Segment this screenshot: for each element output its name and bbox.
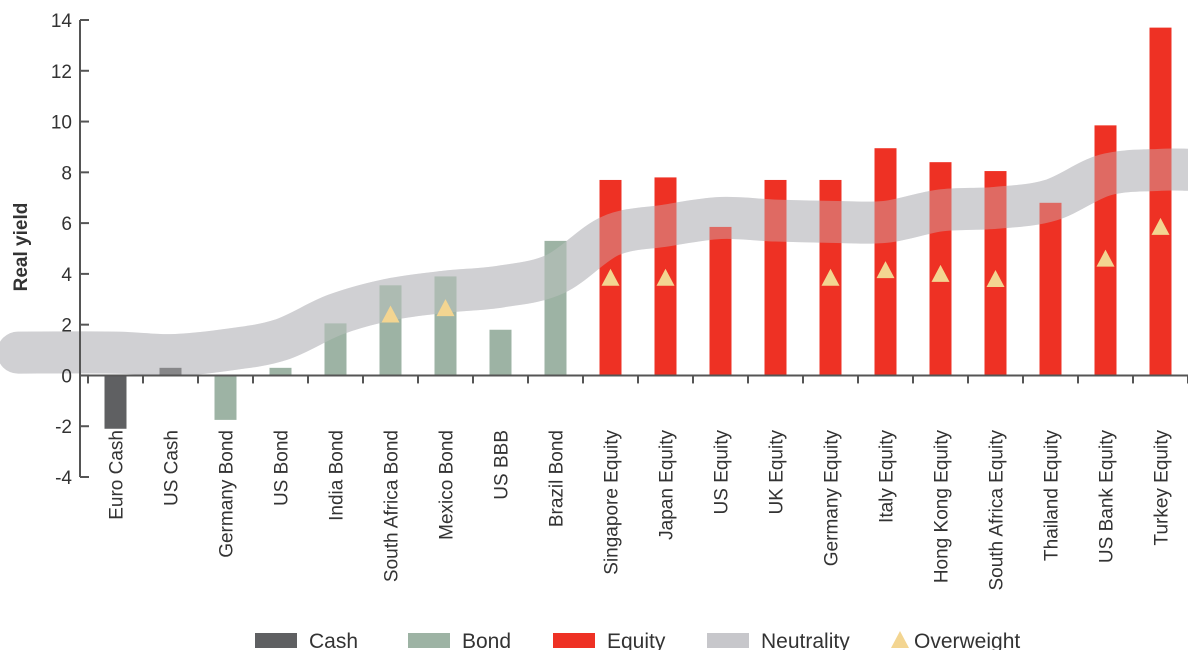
bar xyxy=(434,276,457,376)
category-label: Thailand Equity xyxy=(1042,430,1063,561)
legend: Cash Bond Equity Neutrality Overweight xyxy=(255,630,1020,653)
bar xyxy=(214,375,237,420)
legend-label: Overweight xyxy=(914,630,1020,650)
y-tick-label: 12 xyxy=(51,62,72,83)
category-label: Singapore Equity xyxy=(602,430,623,575)
overweight-marker xyxy=(656,268,675,286)
legend-swatch xyxy=(707,633,749,648)
axes-layer: 14 12 10 8 6 4 2 0 -2 -4 xyxy=(51,11,1188,489)
category-label: South Africa Bond xyxy=(382,430,403,582)
category-label: India Bond xyxy=(327,430,348,521)
bar xyxy=(324,323,347,376)
y-tick-label: -4 xyxy=(55,468,72,489)
legend-swatch xyxy=(255,633,297,648)
category-label: Italy Equity xyxy=(877,430,898,523)
y-tick-label: 8 xyxy=(61,163,72,184)
bar xyxy=(1149,27,1172,376)
overweight-marker xyxy=(601,268,620,286)
y-tick-label: 6 xyxy=(61,214,72,235)
legend-label: Equity xyxy=(607,630,666,650)
category-label: US Cash xyxy=(162,430,183,506)
neutrality-overlay-layer xyxy=(0,148,1188,377)
category-label: Turkey Equity xyxy=(1152,430,1173,546)
category-label: US BBB xyxy=(492,430,513,500)
y-tick-label: 10 xyxy=(51,113,72,134)
category-label: Germany Bond xyxy=(217,430,238,558)
overweight-marker xyxy=(381,305,400,323)
y-tick-label: 14 xyxy=(51,11,73,32)
category-label: Japan Equity xyxy=(657,430,678,540)
y-tick-label: -2 xyxy=(55,417,72,438)
overweight-marker xyxy=(931,264,950,282)
neutrality-band-overlay xyxy=(0,148,1188,377)
bar xyxy=(1039,202,1062,376)
category-label: Germany Equity xyxy=(822,430,843,567)
category-labels-layer: Euro Cash US Cash Germany Bond US Bond India… xyxy=(107,430,1173,591)
category-label: Brazil Bond xyxy=(547,430,568,527)
bar xyxy=(269,367,292,376)
overweight-marker xyxy=(876,261,895,279)
overweight-markers-layer xyxy=(381,217,1170,323)
category-label: UK Equity xyxy=(767,430,788,515)
bar xyxy=(104,375,127,429)
category-label: South Africa Equity xyxy=(987,430,1008,591)
overweight-marker xyxy=(1096,249,1115,267)
y-axis-title: Real yield xyxy=(11,203,32,292)
bar xyxy=(379,285,402,376)
category-label: Hong Kong Equity xyxy=(932,430,953,584)
neutrality-band-layer xyxy=(0,148,1188,377)
category-label: US Equity xyxy=(712,430,733,515)
y-tick-label: 2 xyxy=(61,316,72,337)
category-label: US Bond xyxy=(272,430,293,506)
legend-label: Bond xyxy=(462,630,511,650)
bar xyxy=(709,226,732,376)
legend-label: Cash xyxy=(309,630,358,650)
bar xyxy=(489,329,512,376)
overweight-marker xyxy=(436,299,455,317)
category-label: US Bank Equity xyxy=(1097,430,1118,564)
y-tick-label: 4 xyxy=(61,265,72,286)
bar xyxy=(544,240,567,376)
bar xyxy=(159,367,182,376)
legend-swatch xyxy=(553,633,595,648)
legend-marker xyxy=(891,631,909,648)
overweight-marker xyxy=(1151,217,1170,235)
legend-label: Neutrality xyxy=(761,630,850,650)
legend-swatch xyxy=(408,633,450,648)
y-tick-label: 0 xyxy=(61,366,72,387)
overweight-marker xyxy=(986,269,1005,287)
neutrality-band xyxy=(0,148,1188,377)
bar xyxy=(764,179,787,376)
category-label: Mexico Bond xyxy=(437,430,458,540)
category-label: Euro Cash xyxy=(107,430,128,520)
overweight-marker xyxy=(821,268,840,286)
